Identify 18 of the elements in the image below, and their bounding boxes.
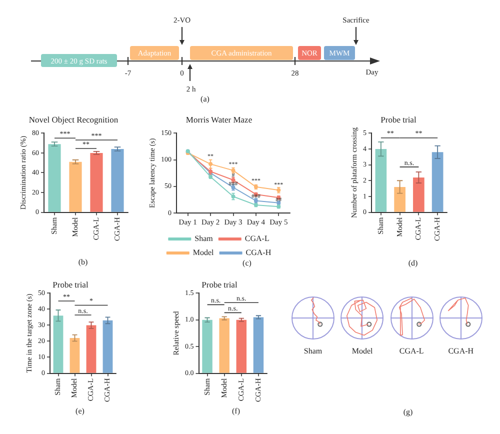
text: (g) <box>403 408 413 416</box>
category-label: Sham <box>304 346 322 356</box>
text: (c) <box>242 258 252 268</box>
chart-title: Morris Water Maze <box>186 114 252 124</box>
text: (a) <box>200 94 210 104</box>
text: (f) <box>232 406 240 416</box>
chart-title: Probe trial <box>52 279 89 290</box>
chart-title: Probe trial <box>380 114 417 124</box>
legend-label: CGA-H <box>246 248 272 258</box>
category-label: CGA-L <box>399 346 424 356</box>
category-label: CGA-H <box>448 346 474 356</box>
text: (b) <box>78 258 88 266</box>
category-label: Model <box>352 346 373 356</box>
text: (d) <box>408 258 418 268</box>
chart-title: Novel Object Recognition <box>28 114 119 124</box>
legend-label: Model <box>192 248 215 258</box>
text: (e) <box>76 406 84 416</box>
chart-title: Probe trial <box>202 279 238 290</box>
